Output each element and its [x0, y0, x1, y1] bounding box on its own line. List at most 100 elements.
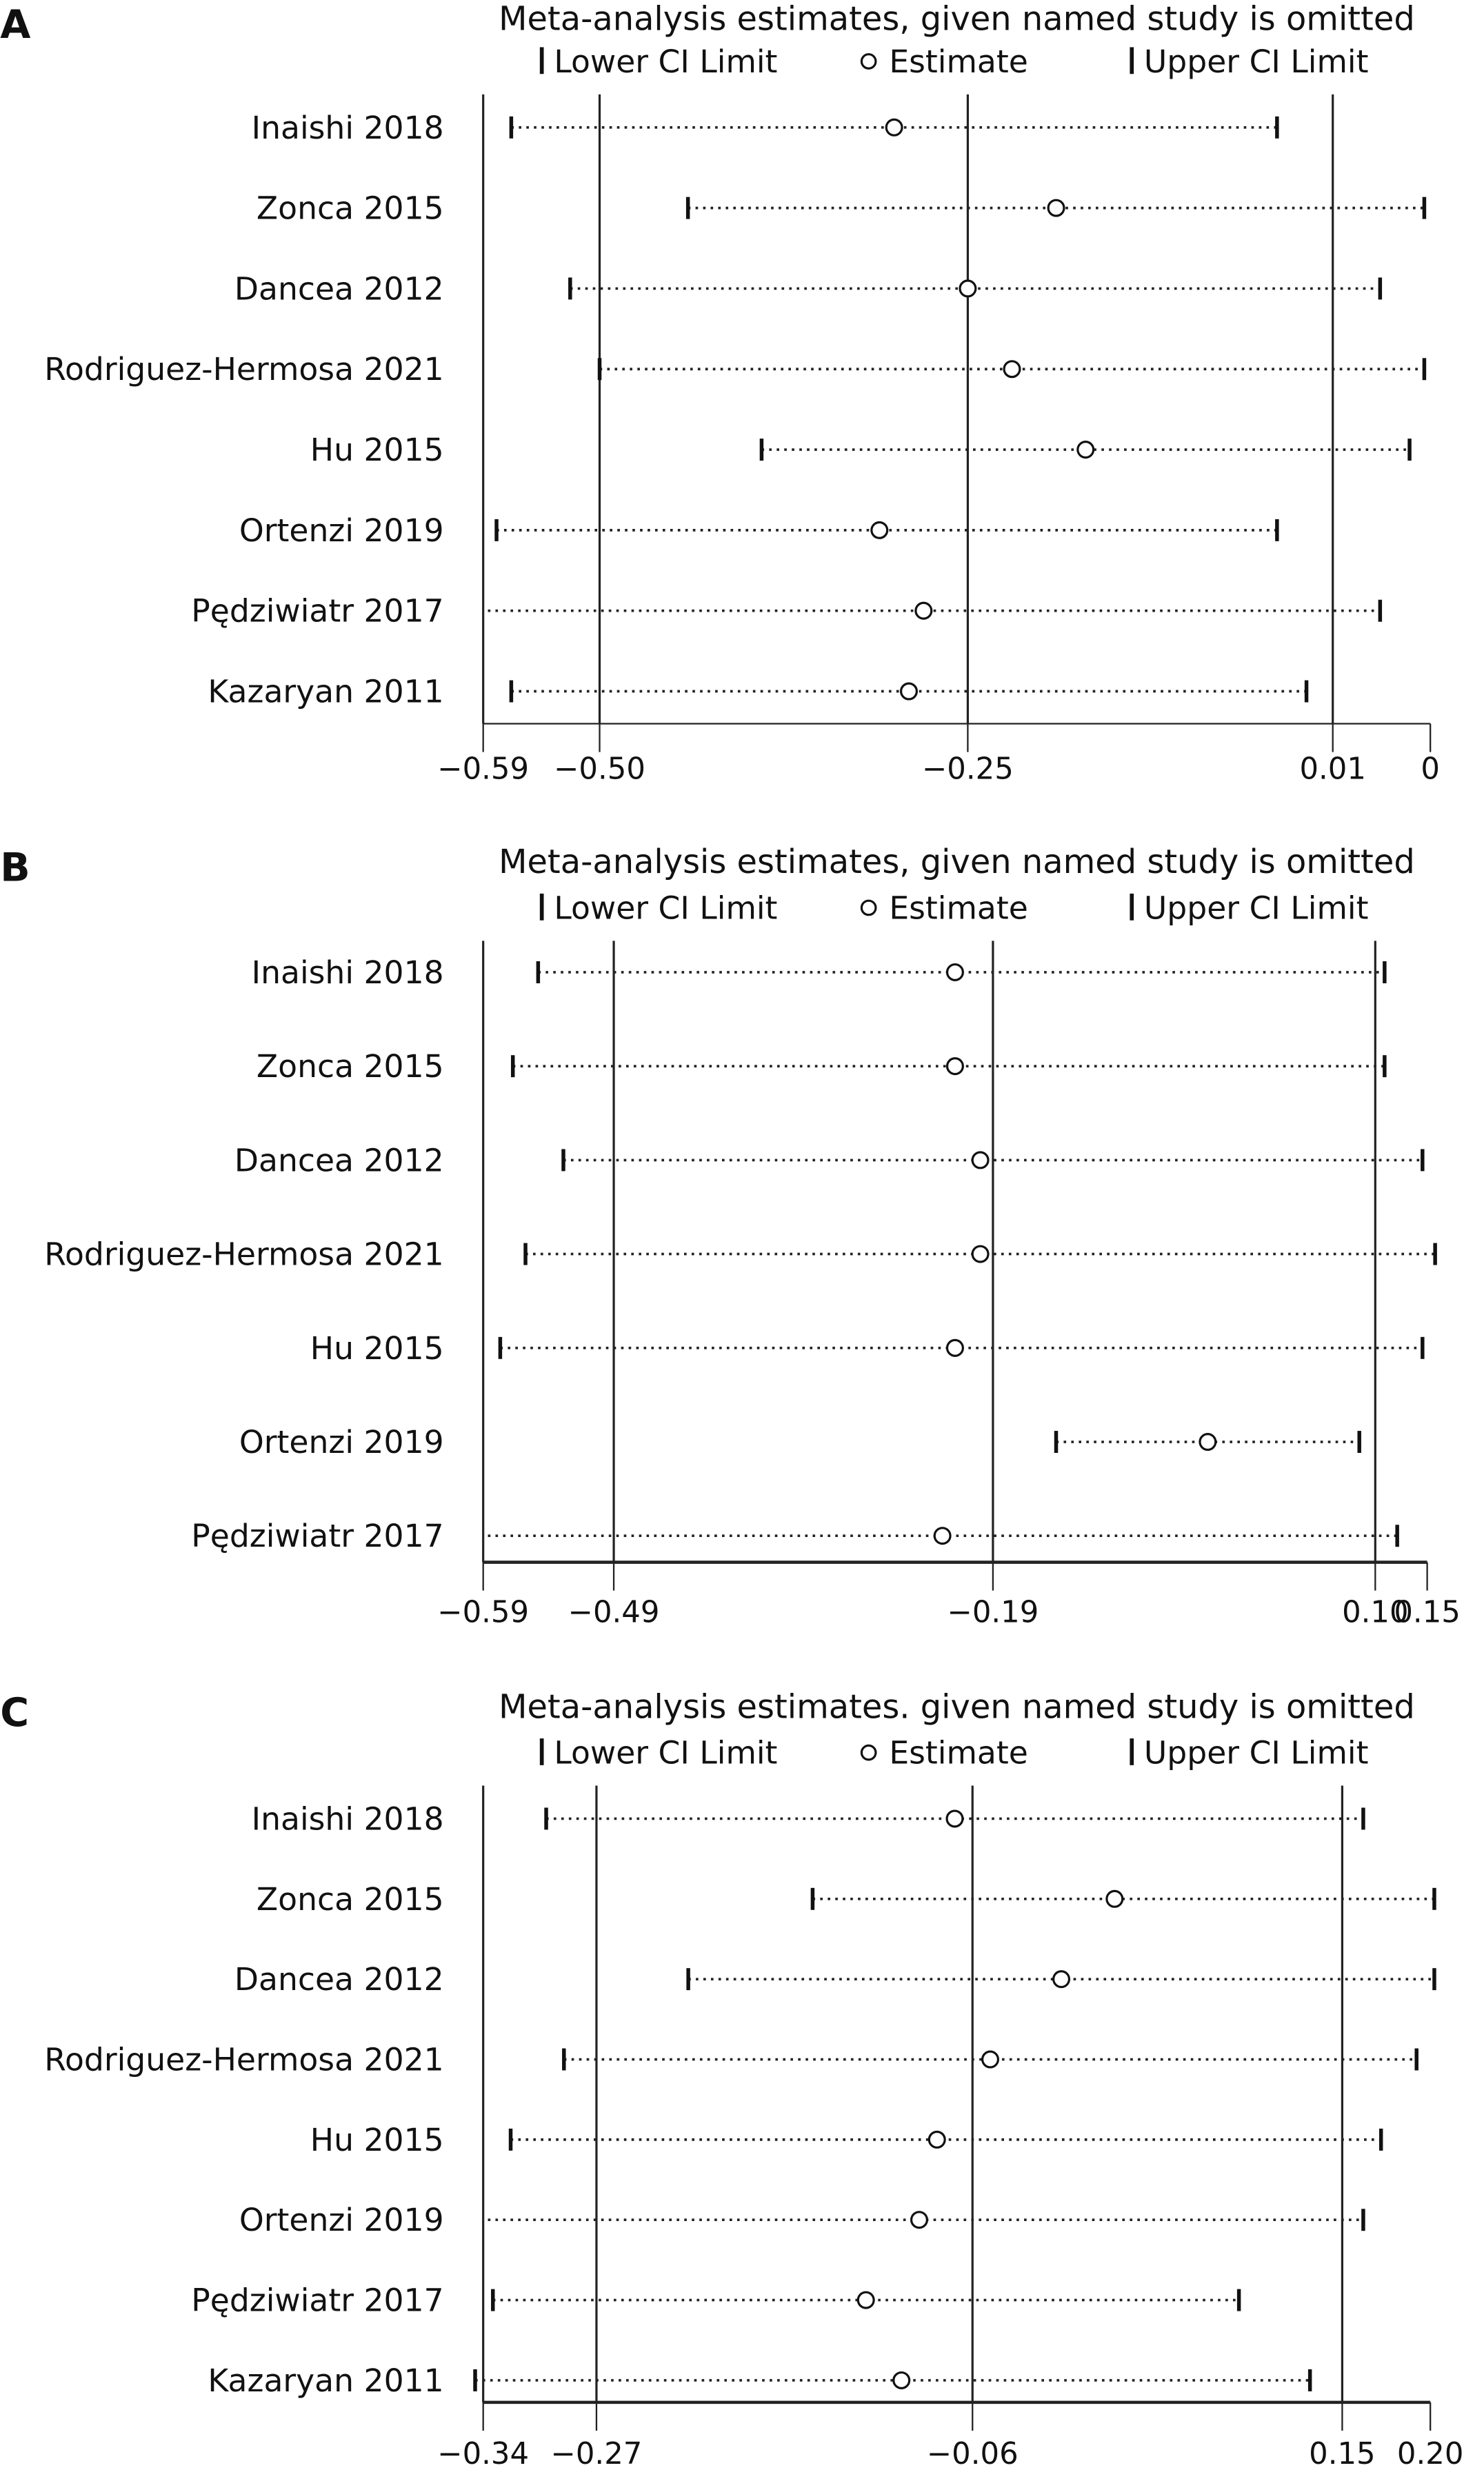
x-tick-label: −0.34	[437, 2437, 529, 2470]
estimate-marker	[945, 1057, 964, 1076]
upper-ci-marker	[1361, 1807, 1365, 1830]
estimate-marker	[971, 1245, 990, 1263]
lower-ci-marker	[759, 439, 764, 461]
study-row: Kazaryan 2011	[208, 2362, 1312, 2399]
study-label: Kazaryan 2011	[208, 673, 443, 710]
x-tick-label: −0.50	[554, 752, 645, 786]
study-label: Kazaryan 2011	[208, 2362, 443, 2399]
study-label: Rodriguez-Hermosa 2021	[44, 351, 443, 388]
estimate-marker	[892, 2371, 911, 2389]
upper-ci-marker	[1378, 599, 1383, 622]
estimate-legend-icon	[860, 899, 877, 916]
study-label: Rodriguez-Hermosa 2021	[44, 2041, 443, 2078]
upper-ci-marker	[1422, 358, 1427, 381]
panel-letter: B	[0, 845, 30, 891]
estimate-marker	[971, 1151, 990, 1169]
estimate-marker	[914, 601, 933, 620]
lower-ci-marker	[510, 1055, 515, 1078]
study-label: Hu 2015	[310, 2122, 444, 2158]
estimate-marker	[1199, 1433, 1217, 1452]
lower-ci-marker	[1054, 1431, 1059, 1453]
upper-ci-marker	[1304, 680, 1309, 703]
upper-ci-legend-icon	[1130, 1738, 1134, 1765]
upper-ci-legend-icon	[1130, 893, 1134, 921]
lower-ci-legend-icon	[539, 47, 544, 74]
study-row: Kazaryan 2011	[208, 673, 1309, 710]
upper-ci-marker	[1357, 1431, 1361, 1453]
x-tick-label: 0	[1421, 752, 1440, 786]
estimate-marker	[870, 521, 889, 539]
legend-upper: Upper CI Limit	[1144, 890, 1369, 926]
x-tick-label: 0.15	[1394, 1595, 1460, 1629]
lower-ci-marker	[494, 519, 499, 541]
lower-ci-marker	[508, 2128, 513, 2151]
estimate-marker	[1047, 199, 1065, 217]
lower-ci-marker	[498, 1336, 503, 1359]
lower-ci-legend-icon	[539, 893, 544, 921]
study-label: Ortenzi 2019	[239, 1424, 444, 1460]
chart-title: Meta-analysis estimates, given named stu…	[499, 0, 1415, 38]
upper-ci-marker	[1432, 1887, 1436, 1910]
study-row: Hu 2015	[310, 2122, 1383, 2158]
lower-ci-marker	[491, 2289, 495, 2311]
legend-estimate: Estimate	[889, 890, 1028, 926]
study-row: Dancea 2012	[234, 1961, 1436, 1998]
lower-ci-marker	[509, 680, 514, 703]
study-label: Ortenzi 2019	[239, 2202, 444, 2238]
x-tick-label: −0.19	[947, 1595, 1039, 1629]
study-row: Inaishi 2018	[252, 110, 1279, 146]
estimate-marker	[910, 2211, 928, 2229]
chart-title: Meta-analysis estimates. given named stu…	[499, 1688, 1415, 1726]
study-label: Pędziwiatr 2017	[191, 1518, 443, 1554]
lower-ci-marker	[561, 1149, 565, 1172]
upper-ci-marker	[1361, 2209, 1365, 2231]
upper-ci-marker	[1383, 961, 1387, 983]
legend-lower: Lower CI Limit	[554, 890, 777, 926]
estimate-marker	[928, 2130, 946, 2149]
estimate-marker	[945, 963, 964, 981]
estimate-marker	[945, 1809, 964, 1828]
study-row: Ortenzi 2019	[239, 2202, 1365, 2238]
legend-estimate: Estimate	[889, 1735, 1028, 1771]
study-label: Inaishi 2018	[252, 1800, 444, 1837]
study-label: Rodriguez-Hermosa 2021	[44, 1236, 443, 1273]
panel-c: C Meta-analysis estimates. given named st…	[0, 1688, 1463, 2470]
x-tick-label: 0.10	[1342, 1595, 1408, 1629]
upper-ci-marker	[1236, 2289, 1241, 2311]
study-row: Rodriguez-Hermosa 2021	[44, 1236, 1437, 1273]
study-label: Zonca 2015	[257, 1881, 444, 1918]
study-row: Pędziwiatr 2017	[191, 2282, 1241, 2319]
x-tick-label: −0.59	[437, 1595, 529, 1629]
upper-ci-marker	[1407, 439, 1412, 461]
study-row: Zonca 2015	[257, 190, 1427, 227]
study-row: Pędziwiatr 2017	[191, 1518, 1399, 1554]
estimate-marker	[1052, 1970, 1071, 1989]
study-label: Zonca 2015	[257, 1048, 444, 1085]
estimate-marker	[959, 279, 977, 298]
estimate-marker	[945, 1338, 964, 1357]
study-label: Pędziwiatr 2017	[191, 593, 443, 630]
x-tick-label: 0.20	[1397, 2437, 1463, 2470]
x-tick-label: −0.27	[551, 2437, 643, 2470]
lower-ci-marker	[686, 1968, 690, 1991]
estimate-marker	[856, 2291, 875, 2309]
legend-lower: Lower CI Limit	[554, 43, 777, 80]
x-tick-label: 0.01	[1299, 752, 1365, 786]
upper-ci-legend-icon	[1130, 47, 1134, 74]
lower-ci-marker	[562, 2048, 566, 2071]
study-label: Hu 2015	[310, 1330, 444, 1367]
x-tick-label: −0.59	[437, 752, 529, 786]
x-tick-label: −0.49	[568, 1595, 660, 1629]
estimate-marker	[1076, 441, 1095, 459]
lower-ci-marker	[536, 961, 541, 983]
legend-estimate: Estimate	[889, 43, 1028, 80]
lower-ci-marker	[685, 197, 690, 219]
upper-ci-marker	[1421, 1149, 1425, 1172]
upper-ci-marker	[1378, 277, 1383, 300]
study-label: Dancea 2012	[234, 1142, 444, 1178]
panel-letter: C	[0, 1690, 29, 1736]
estimate-marker	[1003, 360, 1021, 379]
chart-title: Meta-analysis estimates, given named stu…	[499, 843, 1415, 881]
lower-ci-legend-icon	[539, 1738, 544, 1765]
study-row: Pędziwiatr 2017	[191, 593, 1383, 630]
